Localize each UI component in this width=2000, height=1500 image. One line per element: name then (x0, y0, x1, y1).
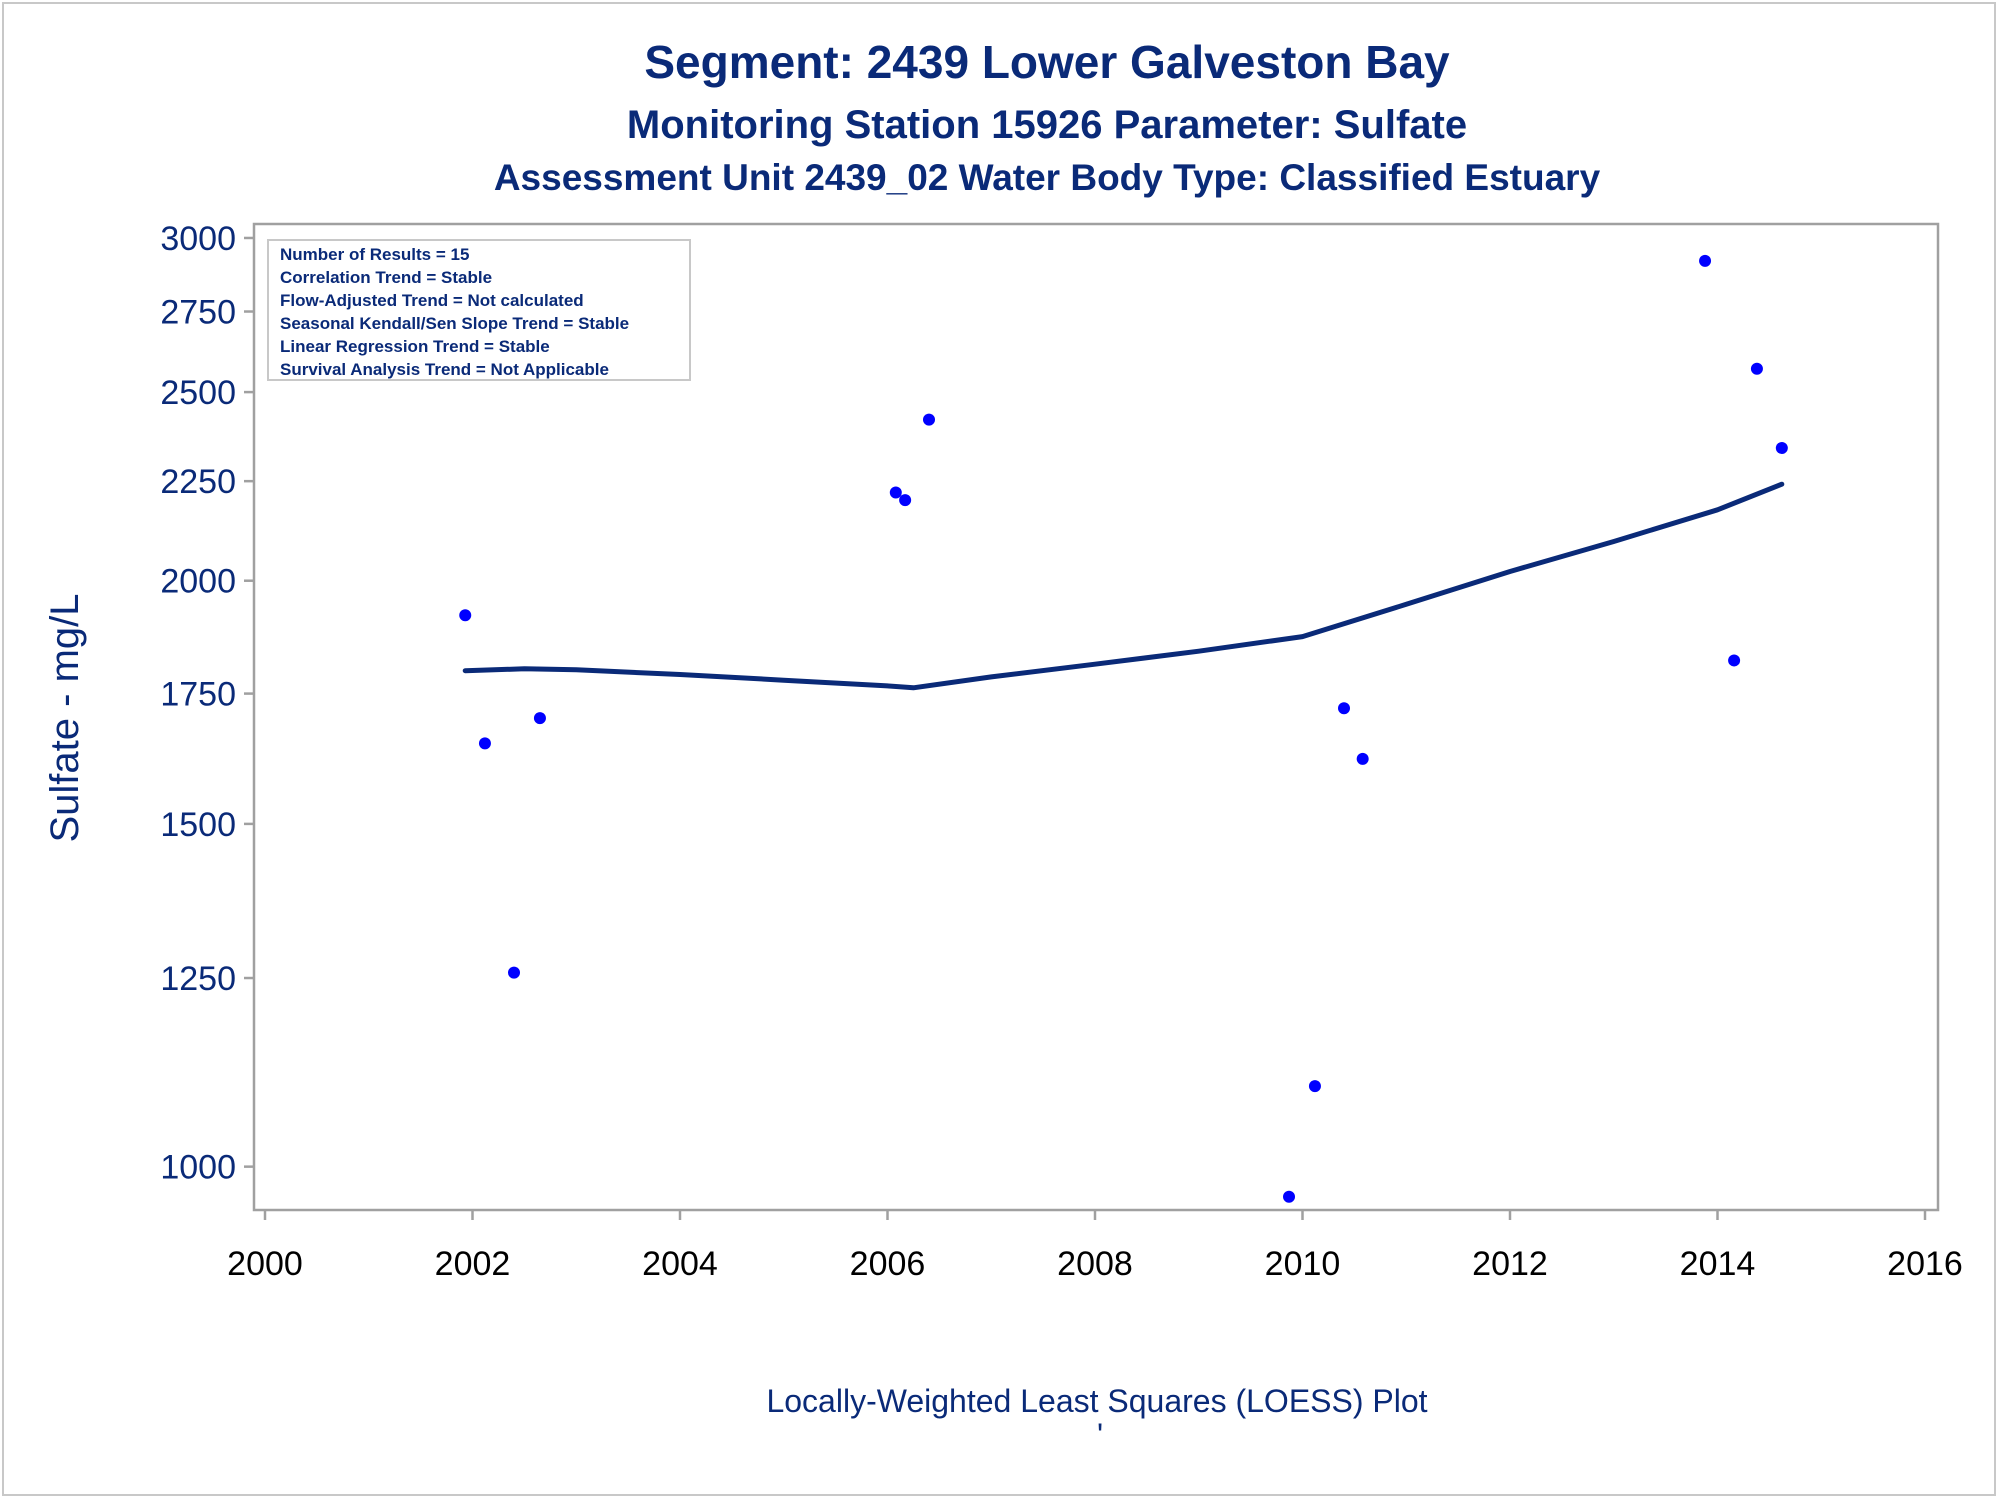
x-tick-label: 2012 (1472, 1245, 1548, 1283)
y-axis: 1000 1250 1500 1750 2000 2250 2500 2750 3000 (160, 220, 254, 1187)
y-tick-label: 1750 (160, 676, 236, 714)
data-point (1750, 362, 1763, 375)
x-axis: 2000 2002 2004 2006 2008 2010 2012 2014 2016 (227, 1210, 1963, 1283)
chart-subtitle-2: Assessment Unit 2439_02 Water Body Type:… (494, 157, 1601, 198)
x-tick-label: 2008 (1057, 1245, 1133, 1283)
x-tick-label: 2014 (1680, 1245, 1756, 1283)
x-tick-label: 2004 (642, 1245, 718, 1283)
stats-line: Linear Regression Trend = Stable (280, 337, 550, 356)
data-point (1728, 654, 1741, 667)
data-point (508, 966, 520, 979)
data-point (533, 712, 546, 725)
chart-footnote: Locally-Weighted Least Squares (LOESS) P… (766, 1383, 1427, 1419)
chart-title: Segment: 2439 Lower Galveston Bay (644, 36, 1450, 88)
stats-line: Seasonal Kendall/Sen Slope Trend = Stabl… (280, 314, 629, 333)
data-point (889, 486, 902, 499)
y-tick-label: 2000 (160, 563, 236, 601)
stats-line: Number of Results = 15 (280, 245, 469, 264)
y-tick-label: 2750 (160, 294, 236, 332)
x-tick-label: 2016 (1887, 1245, 1963, 1283)
data-point (1338, 702, 1350, 715)
chart-footnote-mark: ' (1097, 1417, 1103, 1453)
data-point (459, 609, 472, 622)
chart-subtitle: Monitoring Station 15926 Parameter: Sulf… (627, 103, 1467, 147)
x-tick-label: 2002 (435, 1245, 511, 1283)
y-tick-label: 1500 (160, 806, 236, 844)
stats-box-border (267, 239, 691, 381)
series-layer (459, 254, 1788, 1203)
y-tick-label: 3000 (160, 220, 236, 258)
y-tick-label: 1250 (160, 960, 236, 998)
data-point (1283, 1190, 1296, 1203)
data-point (1356, 752, 1369, 765)
stats-line: Survival Analysis Trend = Not Applicable (280, 360, 609, 379)
data-point (1699, 254, 1712, 267)
y-tick-label: 2500 (160, 374, 236, 412)
x-tick-label: 2006 (850, 1245, 926, 1283)
y-tick-label: 2250 (160, 463, 236, 501)
data-point (1775, 441, 1788, 454)
y-axis-label: Sulfate - mg/L (43, 593, 87, 842)
data-point (1308, 1080, 1321, 1093)
loess-line (462, 481, 1785, 691)
stats-box: Number of Results = 15 Correlation Trend… (267, 239, 691, 381)
stats-line: Flow-Adjusted Trend = Not calculated (280, 291, 584, 310)
stats-line: Correlation Trend = Stable (280, 268, 492, 287)
data-point (899, 494, 912, 507)
y-tick-label: 1000 (160, 1149, 236, 1187)
x-tick-label: 2010 (1265, 1245, 1341, 1283)
data-point (923, 413, 935, 426)
x-tick-label: 2000 (227, 1245, 303, 1283)
data-point (478, 737, 491, 750)
